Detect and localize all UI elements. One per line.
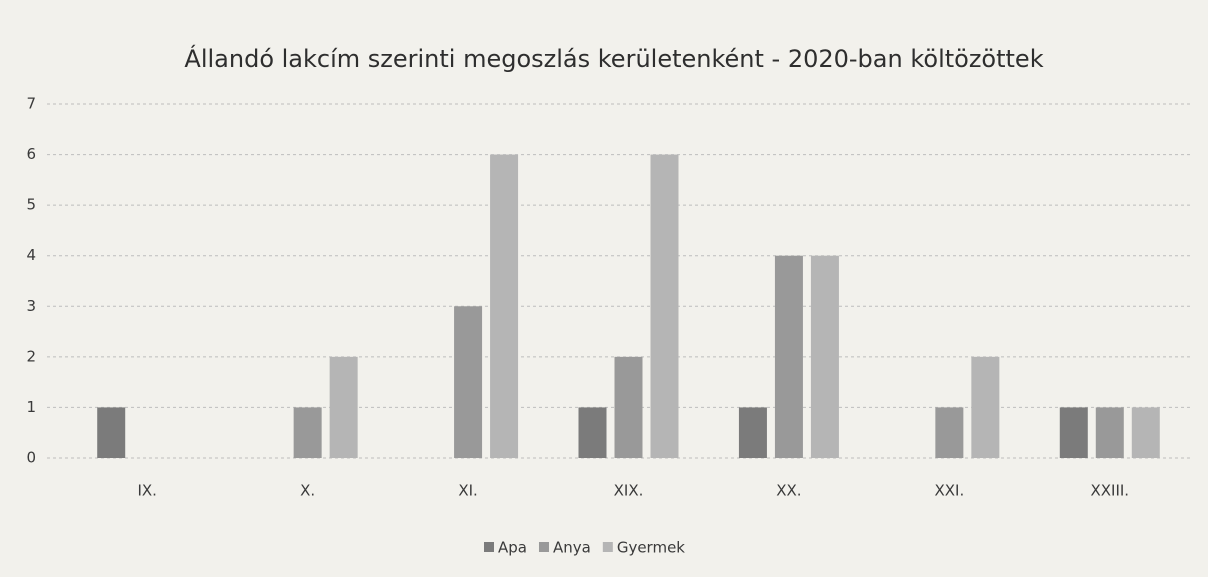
y-tick-label: 3 xyxy=(26,297,36,315)
y-tick-label: 7 xyxy=(26,95,36,113)
x-tick-label: IX. xyxy=(137,482,156,500)
chart-title: Állandó lakcím szerinti megoszlás kerüle… xyxy=(184,44,1043,73)
y-tick-label: 0 xyxy=(26,449,36,467)
bar xyxy=(935,407,964,458)
x-tick-label: XI. xyxy=(458,482,477,500)
bar xyxy=(650,154,679,459)
bar xyxy=(810,255,839,458)
y-tick-label: 5 xyxy=(26,196,36,214)
bar xyxy=(738,407,767,458)
x-tick-label: XX. xyxy=(776,482,801,500)
bar xyxy=(490,154,519,459)
bar xyxy=(971,356,1000,458)
legend-swatch xyxy=(538,542,549,552)
legend-swatch xyxy=(484,542,494,552)
bar xyxy=(1059,407,1088,458)
bar xyxy=(578,407,607,458)
y-tick-label: 4 xyxy=(26,246,36,264)
bar xyxy=(1095,407,1124,458)
legend-label: Apa xyxy=(498,539,527,557)
bar xyxy=(454,306,483,458)
x-tick-label: XXIII. xyxy=(1090,482,1129,500)
bar xyxy=(97,407,126,458)
bar xyxy=(1131,407,1160,458)
y-tick-label: 1 xyxy=(26,398,36,416)
bar xyxy=(774,255,803,458)
x-tick-label: XXI. xyxy=(934,482,964,500)
x-tick-label: X. xyxy=(300,482,315,500)
x-tick-label: XIX. xyxy=(614,482,644,500)
y-tick-label: 2 xyxy=(26,347,36,365)
bar xyxy=(614,356,643,458)
y-tick-label: 6 xyxy=(26,145,36,163)
legend-swatch xyxy=(602,542,613,552)
legend-label: Gyermek xyxy=(617,539,685,557)
bar xyxy=(293,407,322,458)
legend-label: Anya xyxy=(553,539,591,557)
bar xyxy=(329,356,358,458)
